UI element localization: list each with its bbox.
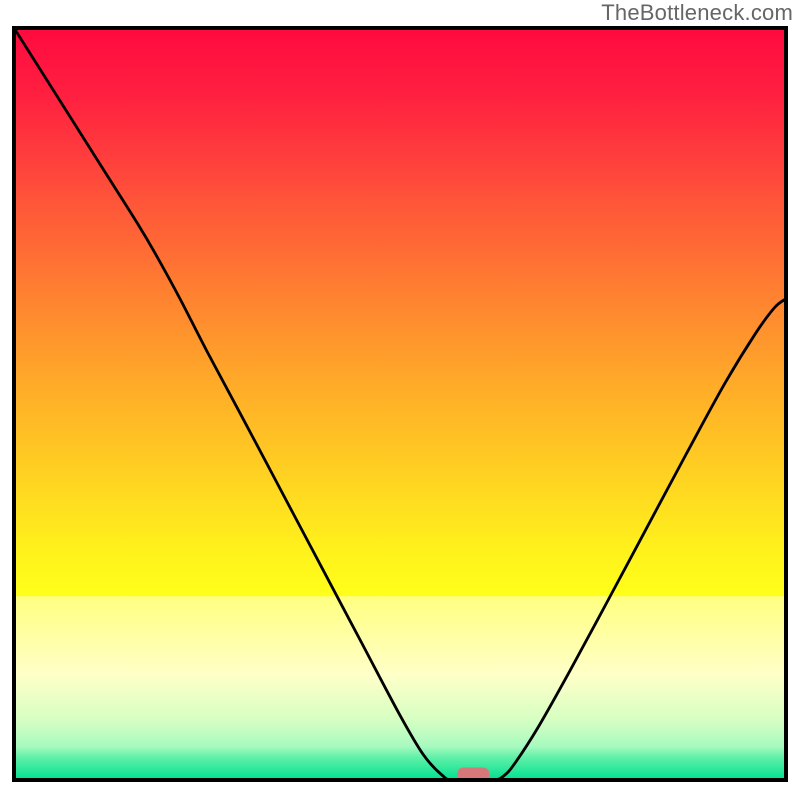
chart-container: TheBottleneck.com	[0, 0, 800, 800]
chart-background	[14, 28, 786, 780]
bottleneck-chart	[0, 0, 800, 800]
